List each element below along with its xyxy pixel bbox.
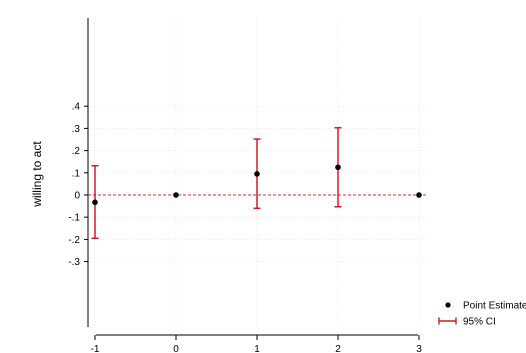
legend-label-point-estimate: Point Estimate	[463, 301, 526, 312]
point-estimate-marker	[335, 164, 341, 171]
y-axis-title: willing to act	[30, 141, 44, 208]
y-tick-label: .2	[72, 146, 81, 157]
point-estimate-marker	[254, 171, 260, 177]
point-estimate-marker	[173, 192, 179, 198]
y-tick-label: .3	[72, 124, 81, 135]
y-tick-label: -.3	[68, 257, 80, 268]
x-ticks: -1 0 1 2 3	[91, 335, 422, 353]
y-tick-label: 0	[74, 191, 80, 202]
y-ticks: .4 .3 .2 .1 0 -.1 -.2 -.3	[68, 102, 88, 268]
legend-label-ci: 95% CI	[463, 317, 496, 328]
x-tick-label: -1	[91, 344, 100, 353]
confidence-intervals	[91, 126, 342, 240]
legend: Point Estimate 95% CI	[438, 301, 526, 328]
point-estimate-marker	[416, 192, 422, 198]
axes	[87, 18, 418, 336]
x-tick-label: 0	[173, 344, 179, 353]
point-estimates	[92, 164, 422, 206]
x-tick-label: 2	[335, 344, 341, 353]
y-tick-label: .4	[72, 102, 81, 113]
x-tick-label: 1	[254, 344, 260, 353]
point-estimate-marker	[92, 199, 98, 206]
y-tick-label: -.2	[68, 235, 80, 246]
y-tick-label: .1	[72, 168, 81, 179]
x-tick-label: 3	[416, 344, 422, 353]
legend-point-marker	[445, 302, 451, 308]
y-tick-label: -.1	[68, 213, 80, 224]
